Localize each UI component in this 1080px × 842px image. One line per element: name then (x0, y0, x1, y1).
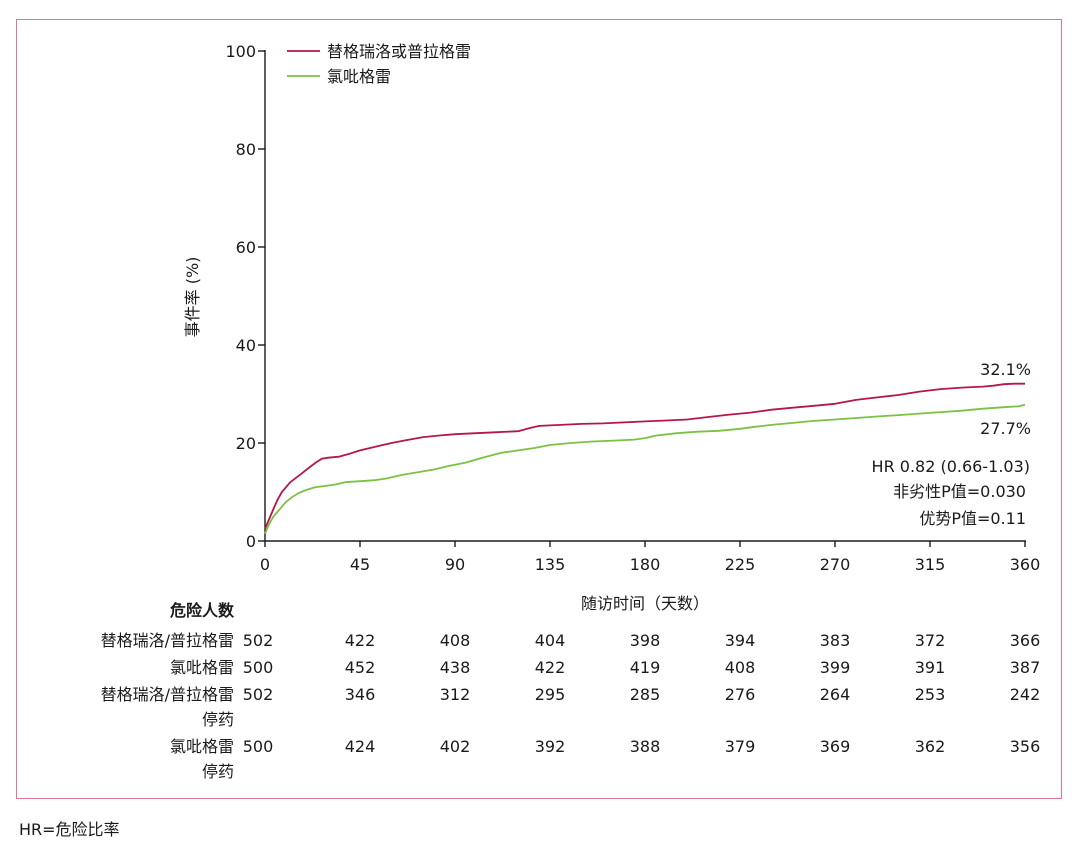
x-tick-label: 0 (260, 555, 270, 574)
risk-cell: 372 (915, 631, 946, 650)
risk-cell: 502 (243, 685, 274, 704)
risk-cell: 388 (630, 737, 661, 756)
risk-table-title: 危险人数 (170, 601, 235, 620)
figure-frame (16, 19, 1062, 799)
x-tick-label: 315 (915, 555, 946, 574)
risk-cell: 502 (243, 631, 274, 650)
x-axis-title: 随访时间（天数） (581, 594, 709, 613)
risk-cell: 369 (820, 737, 851, 756)
series-layer (264, 382, 1026, 534)
risk-cell: 276 (725, 685, 756, 704)
x-tick-label: 135 (535, 555, 566, 574)
y-tick-label: 0 (246, 532, 256, 551)
chart-axes: 0 20 40 60 80 100 0 45 90 135 180 225 270 315 360 (225, 42, 1040, 574)
risk-cell: 295 (535, 685, 566, 704)
risk-row-label: 替格瑞洛/普拉格雷 (101, 685, 234, 704)
risk-cell: 500 (243, 658, 274, 677)
risk-cell: 404 (535, 631, 566, 650)
risk-cell: 356 (1010, 737, 1041, 756)
risk-row-label: 氯吡格雷 (170, 658, 234, 677)
risk-cell: 438 (440, 658, 471, 677)
risk-cell: 387 (1010, 658, 1041, 677)
y-tick-label: 60 (236, 238, 256, 257)
noninferiority-p-annotation: 非劣性P值=0.030 (893, 482, 1026, 501)
risk-cell: 391 (915, 658, 946, 677)
risk-row-label: 氯吡格雷 (170, 737, 234, 756)
x-tick-label: 360 (1010, 555, 1041, 574)
x-tick-label: 270 (820, 555, 851, 574)
y-tick-label: 80 (236, 140, 256, 159)
risk-cell: 383 (820, 631, 851, 650)
risk-cell: 402 (440, 737, 471, 756)
risk-cell: 366 (1010, 631, 1041, 650)
risk-cell: 253 (915, 685, 946, 704)
risk-cell: 264 (820, 685, 851, 704)
footnote: HR=危险比率 (19, 820, 120, 839)
risk-cell: 379 (725, 737, 756, 756)
risk-cell: 422 (535, 658, 566, 677)
y-tick-label: 40 (236, 336, 256, 355)
risk-cell: 452 (345, 658, 376, 677)
risk-cell: 285 (630, 685, 661, 704)
risk-cell: 500 (243, 737, 274, 756)
risk-cell: 398 (630, 631, 661, 650)
risk-cell: 408 (725, 658, 756, 677)
y-axis-title: 事件率 (%) (183, 257, 202, 338)
x-tick-label: 90 (445, 555, 465, 574)
hazard-ratio-annotation: HR 0.82 (0.66-1.03) (872, 457, 1030, 476)
risk-cell: 422 (345, 631, 376, 650)
series-line-2 (264, 403, 1026, 534)
risk-cell: 392 (535, 737, 566, 756)
risk-cell: 242 (1010, 685, 1041, 704)
risk-row-label: 替格瑞洛/普拉格雷 (101, 631, 234, 650)
risk-cell: 424 (345, 737, 376, 756)
risk-table: 危险人数 替格瑞洛/普拉格雷 502 422 408 404 398 394 383 372 36… (101, 601, 1041, 781)
series-line-1 (264, 382, 1025, 530)
x-tick-label: 45 (350, 555, 370, 574)
risk-cell: 346 (345, 685, 376, 704)
risk-cell: 362 (915, 737, 946, 756)
legend-label-1: 替格瑞洛或普拉格雷 (327, 42, 471, 61)
risk-row-label: 停药 (202, 710, 234, 729)
risk-cell: 408 (440, 631, 471, 650)
series-1-end-label: 32.1% (980, 360, 1031, 379)
x-tick-label: 180 (630, 555, 661, 574)
x-tick-label: 225 (725, 555, 756, 574)
risk-cell: 419 (630, 658, 661, 677)
legend-label-2: 氯吡格雷 (327, 67, 391, 86)
risk-cell: 399 (820, 658, 851, 677)
series-2-end-label: 27.7% (980, 419, 1031, 438)
risk-cell: 312 (440, 685, 471, 704)
risk-cell: 394 (725, 631, 756, 650)
risk-row-label: 停药 (202, 762, 234, 781)
y-tick-label: 100 (225, 42, 256, 61)
superiority-p-annotation: 优势P值=0.11 (919, 509, 1026, 528)
y-tick-label: 20 (236, 434, 256, 453)
